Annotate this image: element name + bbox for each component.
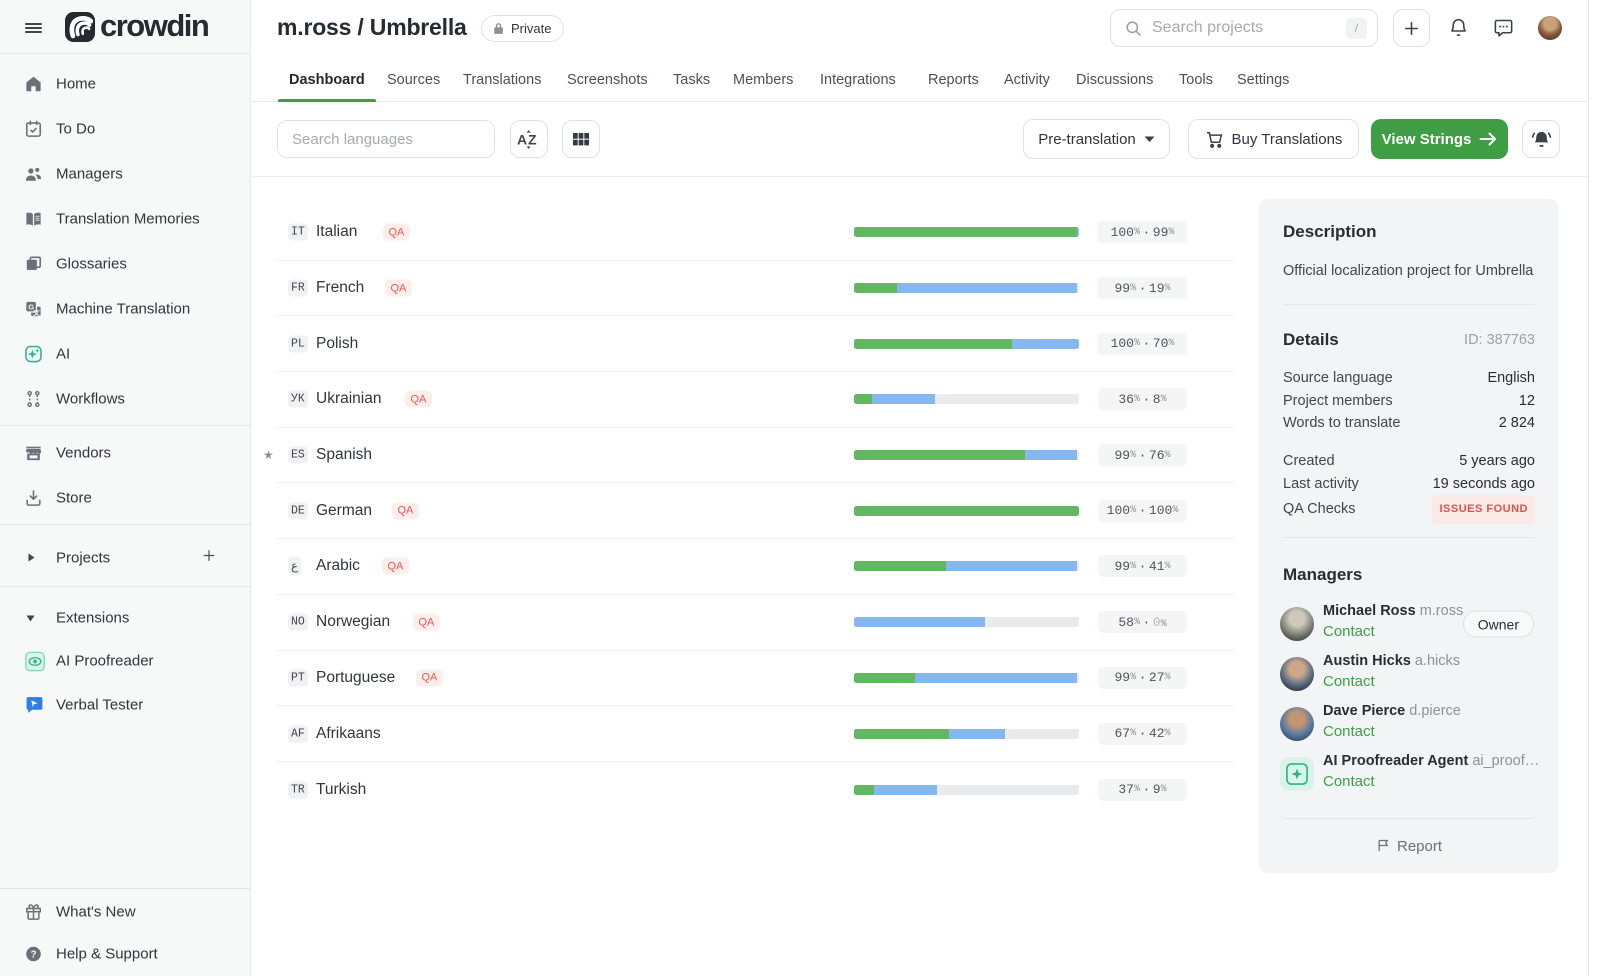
svg-text:Z: Z xyxy=(528,131,537,147)
svg-text:G: G xyxy=(28,302,34,311)
svg-text:文: 文 xyxy=(33,308,40,317)
svg-text:?: ? xyxy=(30,949,36,960)
svg-text:A: A xyxy=(517,131,527,147)
